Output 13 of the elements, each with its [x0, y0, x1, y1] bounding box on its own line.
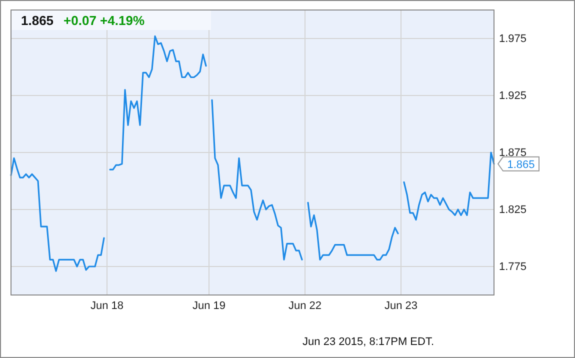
- x-tick-label: Jun 18: [90, 300, 124, 312]
- y-tick-label: 1.875: [499, 147, 527, 160]
- chart-title: 1.865: [21, 13, 54, 28]
- y-tick-label: 1.775: [499, 261, 527, 274]
- x-tick-label: Jun 22: [288, 300, 322, 312]
- x-tick-label: Jun 19: [192, 300, 226, 312]
- x-tick-label: Jun 23: [384, 300, 418, 312]
- text: 1.865: [507, 158, 535, 171]
- y-tick-label: 1.975: [499, 33, 527, 46]
- chart-subtitle: +0.07 +4.19%: [64, 13, 145, 28]
- y-tick-label: 1.925: [499, 90, 527, 102]
- text: Jun 23 2015, 8:17PM EDT.: [302, 336, 434, 348]
- y-tick-label: 1.825: [499, 204, 527, 216]
